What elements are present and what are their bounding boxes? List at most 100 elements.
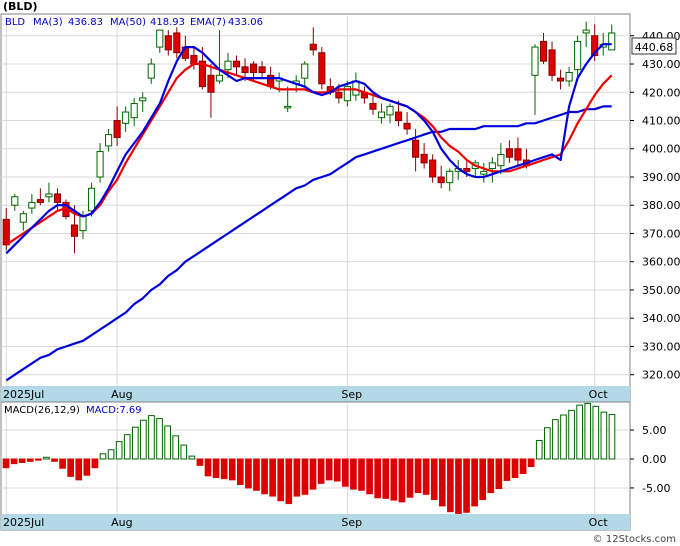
candle — [224, 52, 232, 79]
candle-body — [147, 63, 155, 79]
price-x-axis-labels: 2025Jul Aug Sep Oct — [3, 388, 608, 401]
candle-body — [96, 151, 104, 178]
candle-body — [28, 201, 36, 209]
macd-bar — [148, 415, 155, 460]
candle — [28, 193, 36, 214]
macd-bar — [422, 458, 430, 495]
macd-bar — [366, 458, 373, 495]
macd-bar — [269, 458, 276, 497]
candle-body — [343, 86, 351, 102]
macd-bar — [447, 458, 454, 513]
candle — [531, 44, 539, 115]
macd-bar — [237, 458, 244, 485]
candle-body — [369, 103, 377, 110]
macd-bar — [123, 434, 131, 460]
candle — [377, 103, 386, 124]
candle — [19, 210, 27, 231]
candle-body — [156, 29, 164, 48]
watermark: © 12Stocks.com — [593, 534, 676, 545]
macd-bar — [552, 419, 559, 460]
macd-bar — [608, 413, 616, 460]
macd-value-label: MACD:7.69 — [86, 405, 142, 416]
macd-bar — [325, 458, 333, 481]
macd-bar — [503, 458, 511, 481]
macd-y-axis: -5.00 0.00 5.00 — [630, 424, 670, 495]
candle-body — [463, 168, 471, 172]
macd-bar — [576, 404, 583, 460]
macd-bar — [511, 458, 519, 479]
candle — [301, 61, 309, 87]
macd-bar — [285, 458, 293, 505]
macd-x-axis-labels: 2025Jul Aug Sep Oct — [3, 516, 608, 529]
candle-body — [377, 111, 386, 119]
candle-body — [11, 196, 19, 206]
candle-body — [497, 153, 505, 167]
candle — [130, 97, 138, 127]
macd-bar — [406, 458, 414, 498]
candle — [548, 41, 556, 81]
macd-bar — [293, 458, 301, 497]
macd-name-label: MACD(26,12,9) — [4, 405, 80, 416]
macd-bar — [99, 453, 107, 460]
candle-body — [505, 148, 513, 158]
macd-bar — [51, 458, 58, 462]
candle — [343, 80, 351, 107]
legend-entry: MA(3) — [33, 17, 63, 28]
candle-body — [190, 55, 198, 65]
macd-bar — [438, 458, 446, 507]
macd-y-tick-label: 5.00 — [642, 424, 667, 437]
macd-bar — [358, 458, 365, 491]
candle-body — [565, 71, 573, 82]
candle — [284, 86, 292, 113]
macd-bar — [83, 458, 91, 476]
macd-bar — [568, 409, 575, 460]
candle-body — [36, 199, 44, 203]
candle — [420, 143, 428, 169]
candle-body — [79, 216, 87, 232]
macd-bar — [495, 458, 503, 490]
candle-body — [352, 80, 360, 96]
candle-body — [215, 74, 224, 82]
macd-bar — [535, 439, 543, 460]
candle-body — [249, 63, 258, 73]
macd-bar — [350, 458, 357, 490]
price-y-tick-label: 350.00 — [642, 284, 680, 297]
price-y-tick-label: 380.00 — [642, 199, 680, 212]
price-y-tick-label: 430.00 — [642, 58, 680, 71]
macd-bar — [544, 427, 551, 460]
legend-entry: 418.93 — [150, 17, 185, 28]
macd-bar — [317, 458, 325, 484]
candle — [87, 182, 96, 217]
macd-bar — [455, 458, 462, 514]
candle — [582, 21, 590, 48]
price-plot-frame — [0, 13, 631, 403]
macd-bar — [390, 458, 398, 501]
macd-bar — [2, 458, 10, 469]
macd-bar — [374, 458, 381, 499]
macd-bar — [204, 458, 212, 477]
candle-body — [207, 74, 215, 93]
macd-bar — [333, 458, 341, 482]
candle — [96, 143, 104, 183]
legend-entry: EMA(7) — [190, 17, 226, 28]
macd-bar — [584, 402, 592, 460]
candle — [11, 193, 19, 211]
macd-bar — [164, 425, 171, 460]
candle — [539, 32, 548, 65]
price-panel: 320.00 330.00 340.00 350.00 360.00 370.00 380.… — [0, 13, 680, 403]
candle-body — [130, 103, 138, 119]
macd-histogram — [2, 402, 616, 514]
macd-bar — [301, 458, 309, 495]
candle — [36, 188, 44, 206]
candle-body — [480, 170, 488, 175]
candle-body — [386, 105, 394, 116]
candle — [156, 29, 164, 53]
candle-body — [608, 32, 616, 51]
candle — [139, 92, 147, 113]
candle-body — [582, 29, 590, 34]
macd-panel: -5.00 0.00 5.00 2025Jul Aug Sep Oct MACD(26,1… — [0, 401, 670, 531]
macd-bar — [253, 458, 260, 491]
candle — [105, 128, 113, 152]
candle-body — [198, 60, 206, 88]
macd-bar — [309, 458, 317, 490]
